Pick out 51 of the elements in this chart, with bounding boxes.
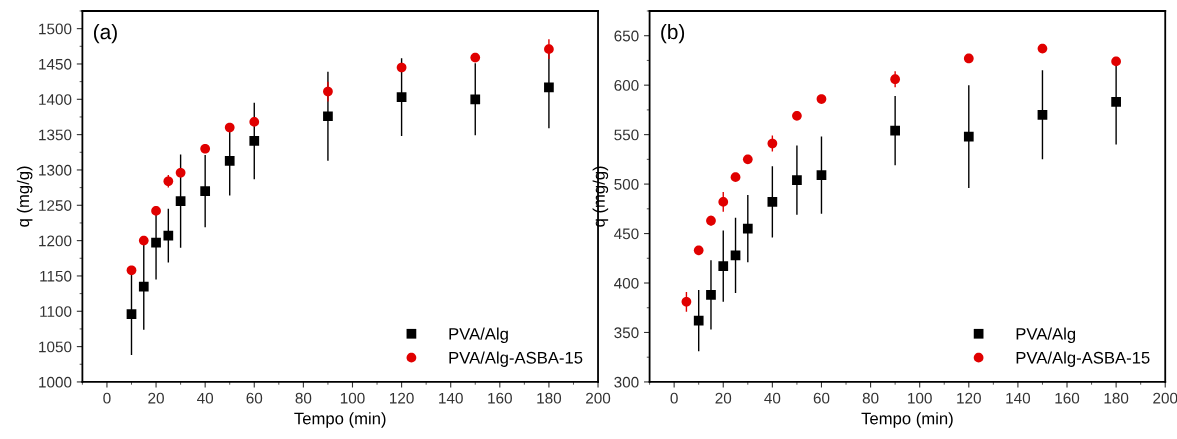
- x-tick-label: 180: [1104, 392, 1129, 404]
- x-tick-label: 100: [340, 392, 365, 404]
- y-tick-label: 500: [614, 178, 639, 190]
- y-tick-label: 600: [614, 80, 639, 91]
- legend-label: PVA/Alg-ASBA-15: [449, 351, 583, 367]
- annotation: (b): [661, 23, 685, 44]
- legend-label: PVA/Alg: [449, 327, 508, 344]
- y-axis-title: q (mg/g): [16, 166, 33, 227]
- x-tick-label: 80: [862, 392, 879, 404]
- y-tick-label: 1350: [39, 129, 72, 141]
- y-tick-label: 1400: [39, 94, 72, 105]
- y-tick-label: 550: [614, 129, 639, 141]
- y-tick-label: 1500: [39, 23, 72, 35]
- x-tick-label: 40: [197, 392, 214, 404]
- x-tick-label: 140: [1006, 392, 1031, 404]
- y-axis-title: q (mg/g): [592, 166, 609, 227]
- x-tick-label: 160: [488, 392, 512, 404]
- x-tick-label: 180: [537, 392, 562, 404]
- x-tick-label: 120: [957, 392, 981, 404]
- y-tick-label: 450: [614, 228, 639, 240]
- y-tick-label: 1450: [39, 58, 72, 70]
- y-tick-label: 1300: [39, 164, 72, 176]
- x-tick-label: 20: [148, 392, 164, 404]
- x-axis-title: Tempo (min): [861, 412, 953, 428]
- x-tick-label: 0: [670, 392, 678, 404]
- x-tick-label: 120: [390, 392, 414, 404]
- y-tick-label: 400: [614, 277, 639, 289]
- x-tick-label: 60: [813, 392, 830, 404]
- x-tick-label: 140: [439, 392, 463, 404]
- legend-label: PVA/Alg-ASBA-15: [1016, 351, 1150, 367]
- y-tick-label: 1050: [39, 341, 72, 353]
- annotation: (a): [94, 23, 117, 44]
- y-tick-label: 1200: [39, 235, 72, 247]
- y-tick-label: 1150: [40, 270, 72, 282]
- x-tick-label: 160: [1055, 392, 1080, 404]
- x-axis-title: Tempo (min): [294, 412, 386, 428]
- x-tick-label: 100: [908, 392, 932, 404]
- y-tick-label: 1100: [40, 306, 72, 317]
- y-tick-label: 350: [614, 327, 639, 339]
- y-tick-label: 1000: [39, 376, 72, 388]
- y-tick-label: 300: [614, 376, 639, 388]
- x-tick-label: 40: [764, 392, 781, 404]
- x-tick-label: 200: [586, 392, 611, 404]
- y-tick-label: 1250: [39, 200, 72, 211]
- x-tick-label: 80: [295, 392, 312, 404]
- x-tick-label: 60: [246, 392, 263, 404]
- y-tick-label: 650: [614, 30, 639, 42]
- legend-label: PVA/Alg: [1016, 327, 1076, 344]
- x-tick-label: 200: [1153, 392, 1177, 404]
- x-tick-label: 0: [103, 392, 111, 404]
- x-tick-label: 20: [715, 392, 732, 404]
